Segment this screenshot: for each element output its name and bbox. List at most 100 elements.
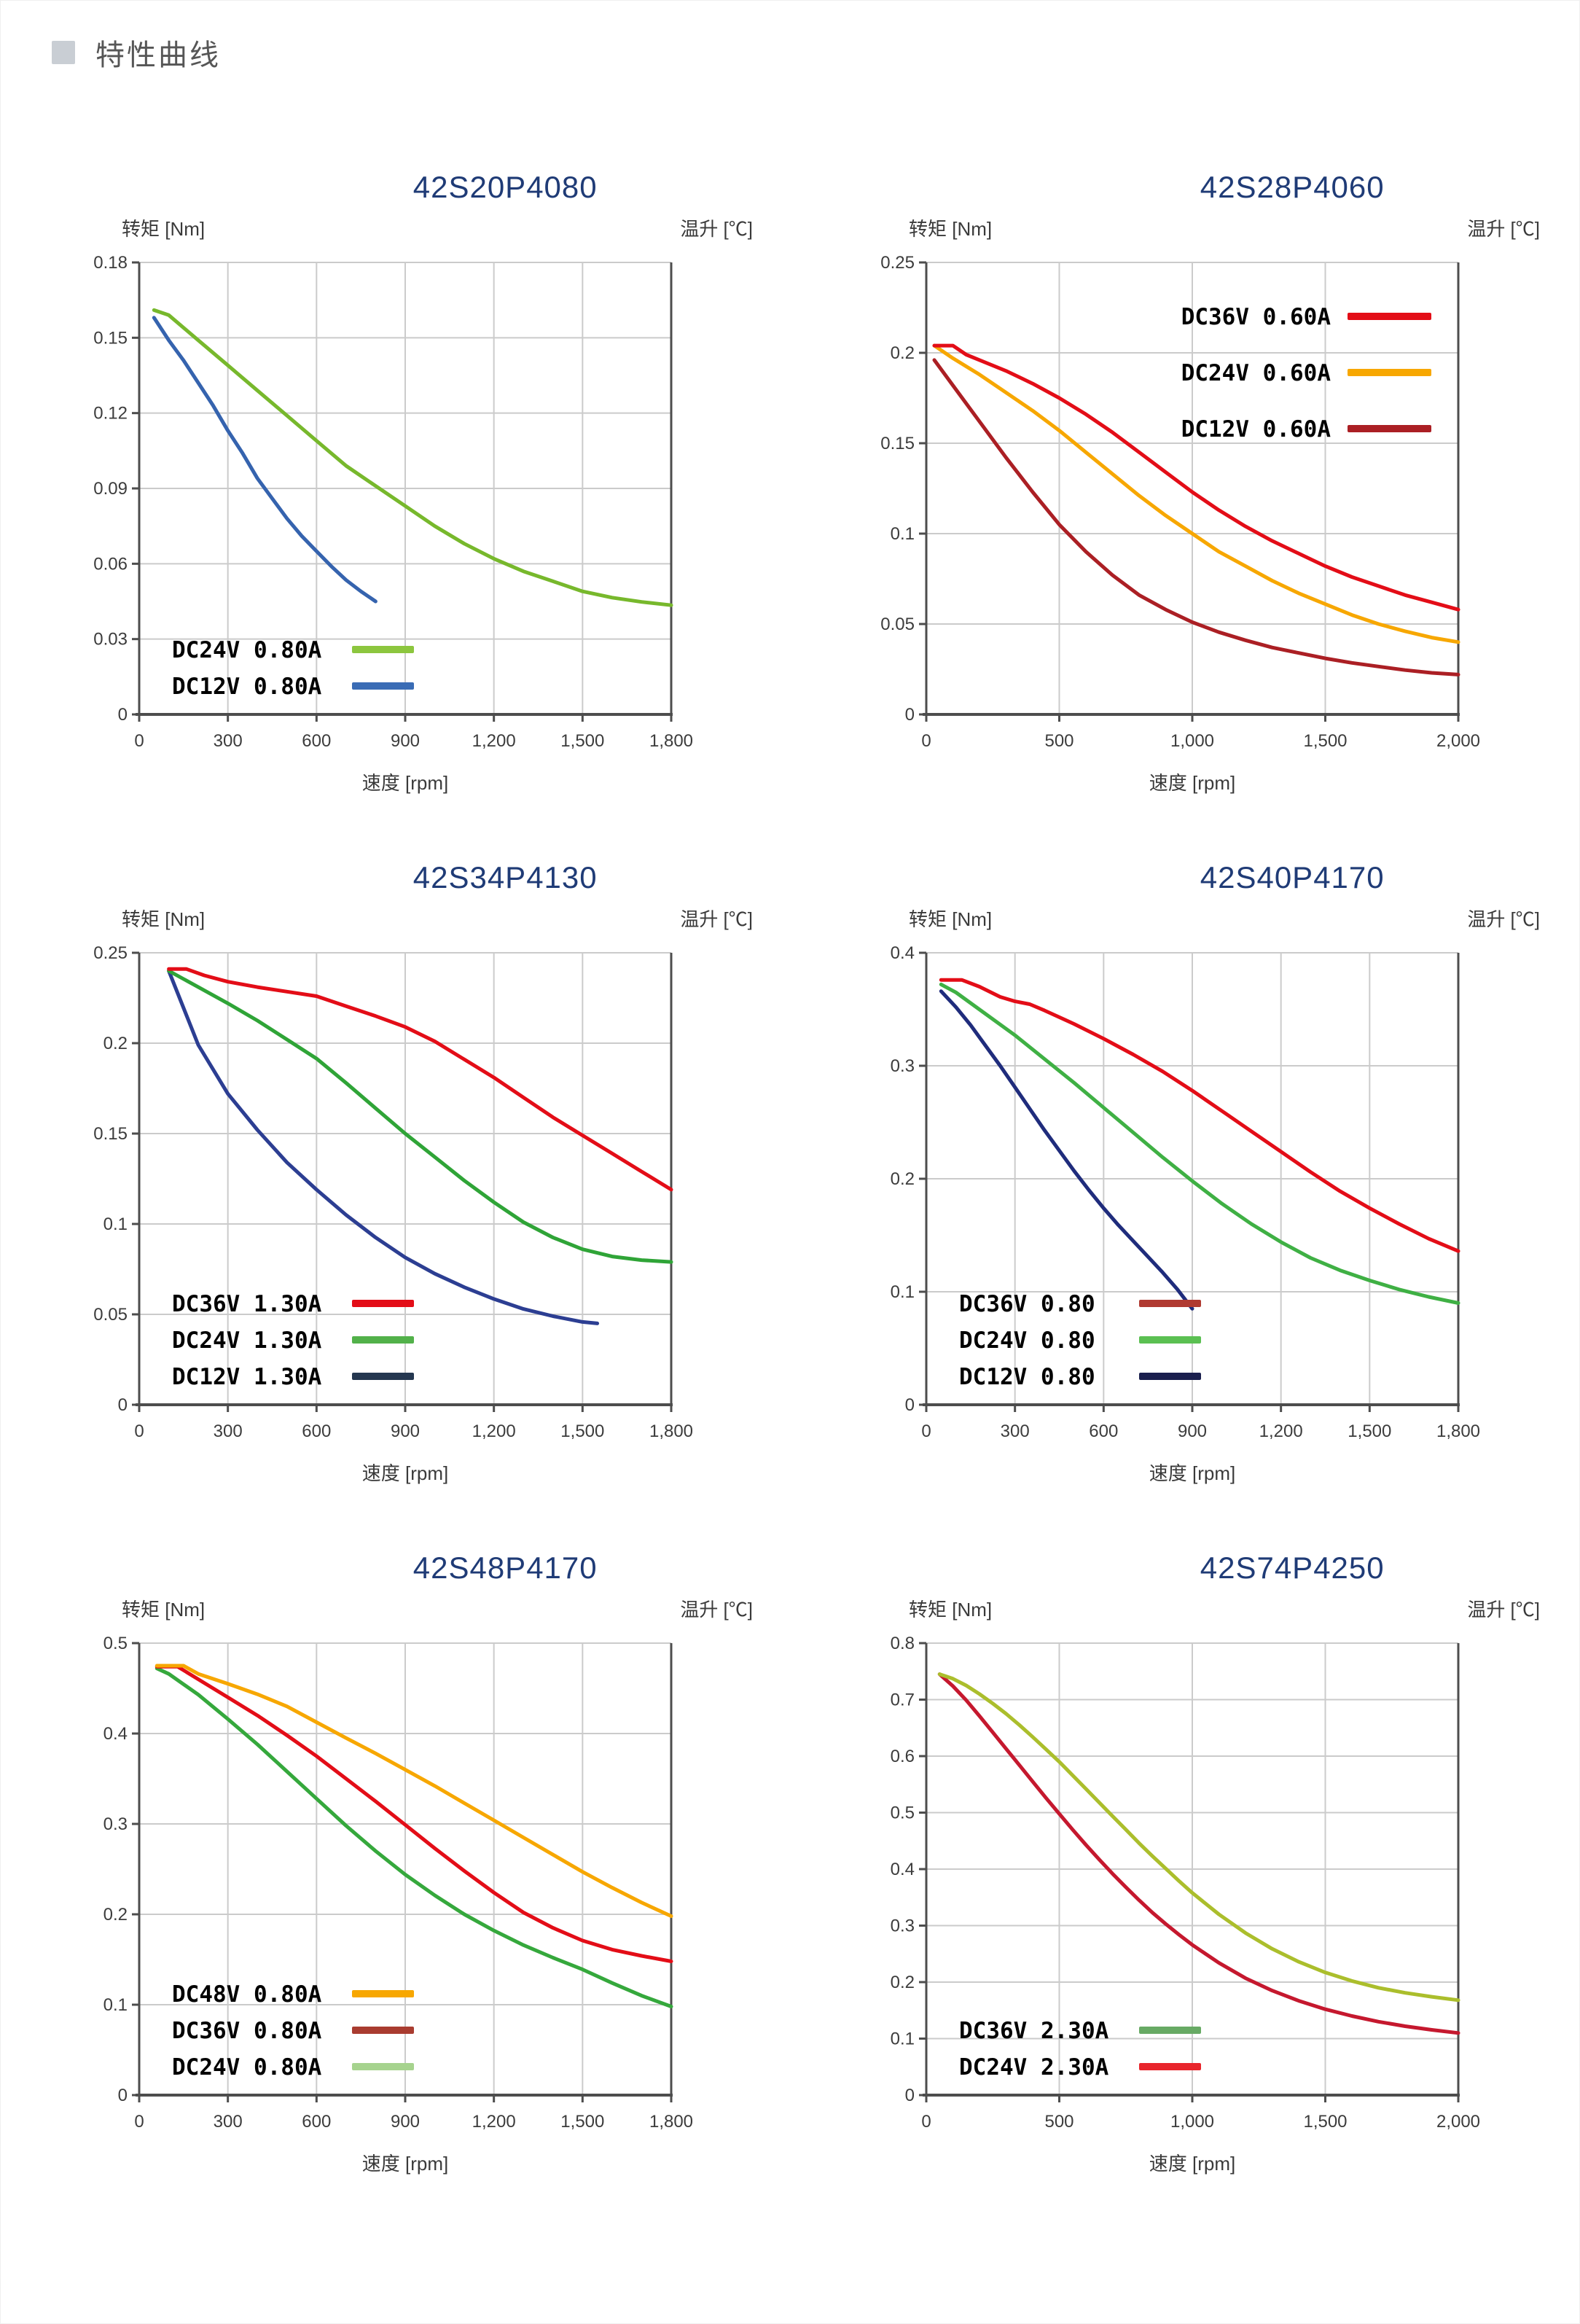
y-axis-unit-label: 转矩 [Nm] — [122, 908, 206, 930]
x-tick-label: 1,800 — [649, 1422, 693, 1441]
legend-item-label: DC24V 0.80A — [172, 637, 322, 663]
legend-swatch — [1139, 1373, 1201, 1380]
y-tick-label: 0.1 — [103, 1995, 128, 2015]
right-axis-unit-label: 温升 [℃] — [1467, 218, 1540, 240]
legend-swatch — [352, 1373, 414, 1380]
legend-item-label: DC36V 0.80 — [959, 1291, 1095, 1317]
x-tick-label: 600 — [302, 1422, 331, 1441]
legend-item-label: DC24V 2.30A — [959, 2054, 1109, 2081]
series-line-dc12v-0-60a — [932, 358, 1460, 676]
legend-item-label: DC24V 0.80 — [959, 1327, 1095, 1354]
chart-card-42S74P4250: 42S74P4250 转矩 [Nm] 温升 [℃] 速度 [rpm] 0 0.1 0… — [861, 1551, 1546, 2210]
x-tick-label: 1,200 — [472, 1422, 516, 1441]
y-tick-label: 0.25 — [880, 253, 915, 273]
y-tick-label: 0.05 — [880, 615, 915, 634]
y-tick-label: 0.15 — [93, 1124, 128, 1144]
y-tick-label: 0.2 — [103, 1034, 128, 1053]
x-tick-label: 900 — [391, 731, 420, 751]
y-tick-label: 0.3 — [891, 1916, 915, 1936]
x-tick-label: 0 — [921, 2112, 931, 2132]
page-header: 特性曲线 — [52, 31, 221, 74]
y-tick-label: 0.15 — [93, 328, 128, 348]
x-tick-label: 300 — [214, 731, 243, 751]
y-tick-label: 0.2 — [891, 1973, 915, 1992]
series-line-dc24v-0-80a — [155, 1666, 673, 2008]
x-axis-label: 速度 [rpm] — [1149, 2153, 1235, 2175]
x-tick-label: 1,200 — [472, 731, 516, 751]
x-tick-label: 0 — [921, 1422, 931, 1441]
legend-swatch — [352, 1990, 414, 1997]
legend-swatch — [1348, 313, 1431, 320]
plot-area: 速度 [rpm] 0 0.1 0.2 0.3 0.4 0.5 0.6 0.7 0.8 0 500 1,… — [891, 1634, 1480, 2175]
legend-swatch — [1348, 425, 1431, 432]
legend-swatch — [352, 682, 414, 690]
series-line-dc36v-2-30a — [937, 1672, 1460, 2003]
legend-item-label: DC36V 0.60A — [1181, 304, 1331, 330]
y-tick-label: 0.5 — [103, 1634, 128, 1653]
series-line-dc12v-1-30a — [167, 969, 600, 1325]
y-axis-unit-label: 转矩 [Nm] — [122, 218, 206, 240]
y-axis-unit-label: 转矩 [Nm] — [122, 1599, 206, 1621]
right-axis-unit-label: 温升 [℃] — [1467, 1599, 1540, 1621]
x-tick-label: 0 — [134, 2112, 144, 2132]
x-tick-label: 1,800 — [1436, 1422, 1480, 1441]
x-tick-label: 500 — [1044, 2112, 1073, 2132]
series-line-dc24v-0-80a — [152, 308, 673, 607]
y-tick-label: 0.4 — [103, 1724, 128, 1744]
y-tick-label: 0.6 — [891, 1747, 915, 1766]
charts-grid: 42S20P4080 转矩 [Nm] 温升 [℃] 速度 [rpm] 0 0.03… — [74, 170, 1546, 2210]
x-tick-label: 1,500 — [1303, 731, 1347, 751]
chart-title: 42S74P4250 — [1200, 1551, 1385, 1585]
legend-swatch — [352, 1300, 414, 1307]
y-tick-label: 0.18 — [93, 253, 128, 273]
x-tick-label: 900 — [1178, 1422, 1207, 1441]
y-tick-label: 0.1 — [103, 1214, 128, 1234]
chart-head: 42S40P4170 转矩 [Nm] 温升 [℃] — [861, 860, 1546, 935]
legend-item-label: DC24V 0.60A — [1181, 360, 1331, 386]
x-tick-label: 500 — [1044, 731, 1073, 751]
chart-title: 42S40P4170 — [1200, 860, 1385, 894]
y-tick-label: 0.3 — [103, 1814, 128, 1834]
x-axis-label: 速度 [rpm] — [362, 2153, 448, 2175]
x-tick-label: 600 — [1089, 1422, 1118, 1441]
x-axis-label: 速度 [rpm] — [362, 772, 448, 794]
x-tick-label: 300 — [1001, 1422, 1030, 1441]
right-axis-unit-label: 温升 [℃] — [680, 908, 753, 930]
y-tick-label: 0.3 — [891, 1056, 915, 1076]
legend-swatch — [352, 2027, 414, 2034]
x-tick-label: 1,200 — [1259, 1422, 1303, 1441]
chart-head: 42S28P4060 转矩 [Nm] 温升 [℃] — [861, 170, 1546, 244]
chart-card-42S34P4130: 42S34P4130 转矩 [Nm] 温升 [℃] 速度 [rpm] 0 0.05… — [74, 860, 759, 1520]
series-line-dc36v-0-60a — [932, 343, 1460, 612]
x-tick-label: 600 — [302, 2112, 331, 2132]
y-axis-unit-label: 转矩 [Nm] — [909, 218, 993, 240]
y-tick-label: 0.7 — [891, 1691, 915, 1710]
legend-swatch — [1139, 2063, 1201, 2070]
y-tick-label: 0.09 — [93, 479, 128, 499]
plot-area: 速度 [rpm] 0 0.05 0.1 0.15 0.2 0.25 0 300 600 900 1,… — [93, 943, 693, 1484]
y-tick-label: 0 — [118, 705, 128, 725]
y-tick-label: 0.15 — [880, 434, 915, 453]
series-line-dc12v-0-80 — [939, 989, 1194, 1311]
series-line-dc48v-0-80a — [155, 1664, 673, 1918]
legend-swatch — [1139, 1336, 1201, 1344]
right-axis-unit-label: 温升 [℃] — [680, 1599, 753, 1621]
legend-item-label: DC12V 0.80A — [172, 674, 322, 700]
x-tick-label: 1,000 — [1170, 731, 1214, 751]
legend-swatch — [352, 2063, 414, 2070]
x-tick-label: 1,500 — [560, 731, 604, 751]
x-tick-label: 2,000 — [1436, 731, 1480, 751]
y-tick-label: 0 — [905, 705, 915, 725]
x-tick-label: 900 — [391, 1422, 420, 1441]
y-tick-label: 0 — [118, 1395, 128, 1415]
legend-swatch — [352, 1336, 414, 1344]
chart-head: 42S74P4250 转矩 [Nm] 温升 [℃] — [861, 1551, 1546, 1625]
right-axis-unit-label: 温升 [℃] — [680, 218, 753, 240]
legend-item-label: DC12V 1.30A — [172, 1364, 322, 1390]
y-tick-label: 0.1 — [891, 2029, 915, 2049]
series-line-dc36v-0-80 — [939, 978, 1460, 1253]
series-line-dc24v-0-80 — [939, 982, 1460, 1305]
legend-swatch — [1139, 2027, 1201, 2034]
series-line-dc24v-0-60a — [932, 343, 1460, 644]
y-tick-label: 0.1 — [891, 1282, 915, 1302]
